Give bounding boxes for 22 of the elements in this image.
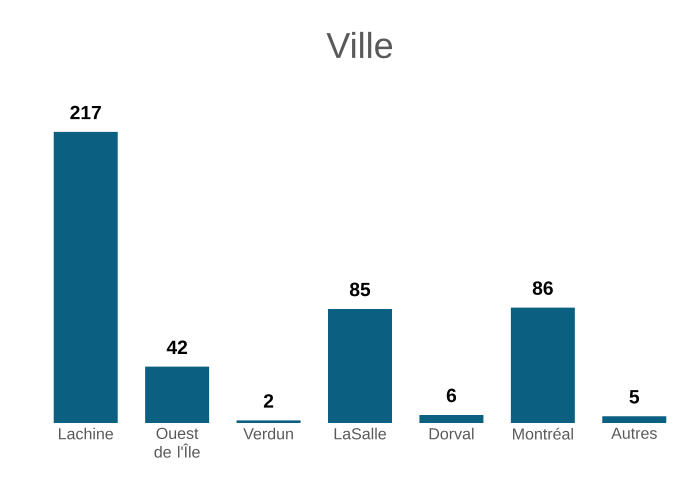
data-label: 217 <box>70 106 101 120</box>
x-tick-label: Montréal <box>513 428 573 440</box>
data-label: 42 <box>166 340 188 354</box>
x-tick-label: Dorval <box>430 428 474 440</box>
x-tick-label: Ouest de l'Île <box>154 428 200 458</box>
bar <box>419 414 484 423</box>
data-label: 6 <box>446 388 456 402</box>
data-label: 2 <box>264 394 274 408</box>
x-tick-label: Lachine <box>59 428 114 440</box>
bar <box>54 132 118 423</box>
x-tick-label: Verdun <box>243 428 293 440</box>
chart-title: Ville <box>326 32 392 58</box>
bar <box>328 308 392 423</box>
x-tick-label: LaSalle <box>334 428 386 440</box>
data-label: 86 <box>532 281 553 295</box>
bar <box>145 366 210 423</box>
bar <box>236 420 301 423</box>
data-label: 85 <box>350 282 370 296</box>
bar <box>510 308 575 423</box>
data-label: 5 <box>630 390 640 404</box>
bar <box>602 416 666 423</box>
x-tick-label: Autres <box>611 428 657 439</box>
